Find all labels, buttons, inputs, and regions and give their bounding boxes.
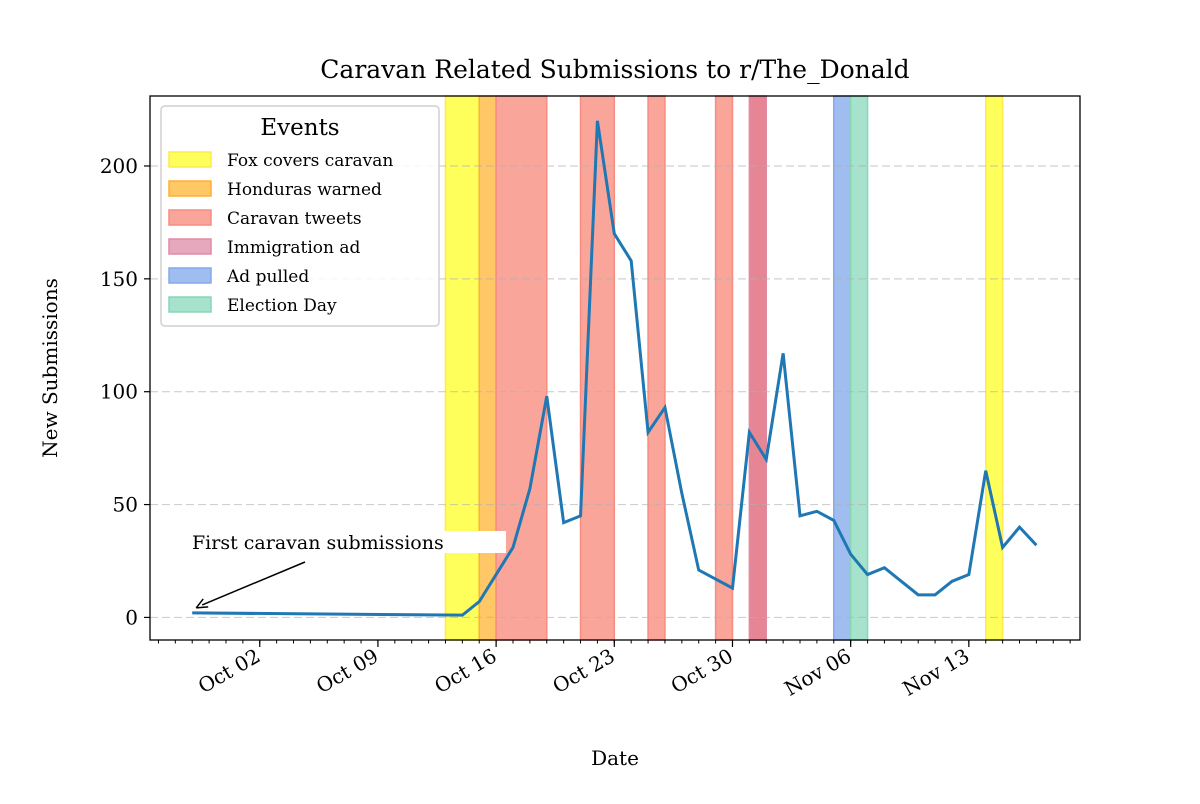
- y-tick-label: 100: [100, 380, 138, 404]
- legend-label: Immigration ad: [227, 238, 361, 258]
- legend-label: Election Day: [227, 296, 337, 316]
- x-axis-label: Date: [591, 746, 639, 770]
- legend-label: Fox covers caravan: [227, 151, 393, 171]
- legend-swatch: [168, 151, 212, 168]
- y-axis-label: New Submissions: [38, 278, 62, 458]
- legend: Events Fox covers caravan Honduras warned C…: [160, 105, 440, 327]
- annotation: First caravan submissions: [190, 531, 506, 609]
- y-axis: 0 50 100 150 200: [100, 154, 150, 629]
- plot-frame: [149, 95, 1081, 641]
- arrow-head-icon: [195, 598, 209, 609]
- y-tick-label: 0: [125, 605, 138, 629]
- legend-title: Events: [260, 115, 339, 141]
- event-span: [748, 95, 767, 641]
- event-span: [478, 95, 497, 641]
- y-tick-label: 150: [100, 267, 138, 291]
- legend-swatch: [168, 296, 212, 313]
- legend-box: [160, 105, 440, 327]
- event-span: [833, 95, 852, 641]
- event-span: [647, 95, 666, 641]
- annotation-arrow: [201, 561, 306, 606]
- legend-label: Honduras warned: [227, 180, 382, 200]
- event-span: [714, 95, 734, 641]
- y-grid: [150, 165, 1080, 619]
- legend-swatch: [168, 267, 212, 284]
- legend-label: Caravan tweets: [227, 209, 362, 229]
- legend-swatch: [168, 180, 212, 197]
- legend-label: Ad pulled: [226, 267, 309, 287]
- legend-swatch: [168, 209, 212, 226]
- legend-swatch: [168, 238, 212, 255]
- event-span: [984, 95, 1004, 641]
- series-line: [192, 120, 1038, 617]
- annotation-text: First caravan submissions: [192, 532, 444, 554]
- chart-title: Caravan Related Submissions to r/The_Don…: [320, 55, 909, 84]
- event-span: [495, 95, 548, 641]
- y-tick-label: 200: [100, 154, 138, 178]
- annotation-bg: [190, 531, 506, 553]
- y-tick-label: 50: [113, 493, 138, 517]
- series-line-group: [192, 120, 1038, 617]
- event-span: [444, 95, 480, 641]
